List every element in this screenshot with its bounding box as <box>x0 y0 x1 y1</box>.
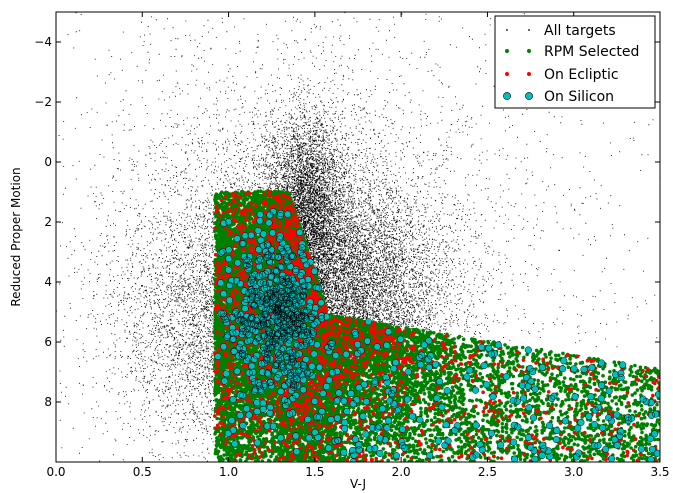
x-tick-label: 3.0 <box>564 465 583 479</box>
x-tick-label: 2.0 <box>392 465 411 479</box>
legend-label: RPM Selected <box>544 44 639 60</box>
legend-marker-rpm-selected <box>505 49 509 53</box>
y-tick-label: 6 <box>44 335 52 349</box>
y-tick-label: 0 <box>44 155 52 169</box>
x-tick-label: 2.5 <box>478 465 497 479</box>
y-tick-label: −4 <box>34 35 52 49</box>
legend-marker-on-ecliptic <box>527 72 531 76</box>
legend: All targets RPM Selected On Ecliptic On … <box>495 16 655 108</box>
y-tick-label: −2 <box>34 95 52 109</box>
y-axis-label: Reduced Proper Motion <box>9 167 23 306</box>
legend-label: On Silicon <box>544 89 614 105</box>
legend-label: On Ecliptic <box>544 67 619 83</box>
legend-marker-on-ecliptic <box>505 72 509 76</box>
legend-marker-all-targets <box>506 29 508 31</box>
legend-marker-all-targets <box>528 29 530 31</box>
legend-marker-on-silicon <box>525 92 532 99</box>
y-tick-label: 2 <box>44 215 52 229</box>
x-tick-label: 3.5 <box>650 465 669 479</box>
x-tick-label: 0.0 <box>46 465 65 479</box>
x-tick-label: 1.5 <box>305 465 324 479</box>
legend-marker-rpm-selected <box>527 49 531 53</box>
y-tick-label: 4 <box>44 275 52 289</box>
x-tick-label: 1.0 <box>219 465 238 479</box>
legend-marker-on-silicon <box>503 92 510 99</box>
x-tick-label: 0.5 <box>133 465 152 479</box>
legend-label: All targets <box>544 23 616 39</box>
x-axis-label: V-J <box>350 477 366 491</box>
y-tick-label: 8 <box>44 395 52 409</box>
